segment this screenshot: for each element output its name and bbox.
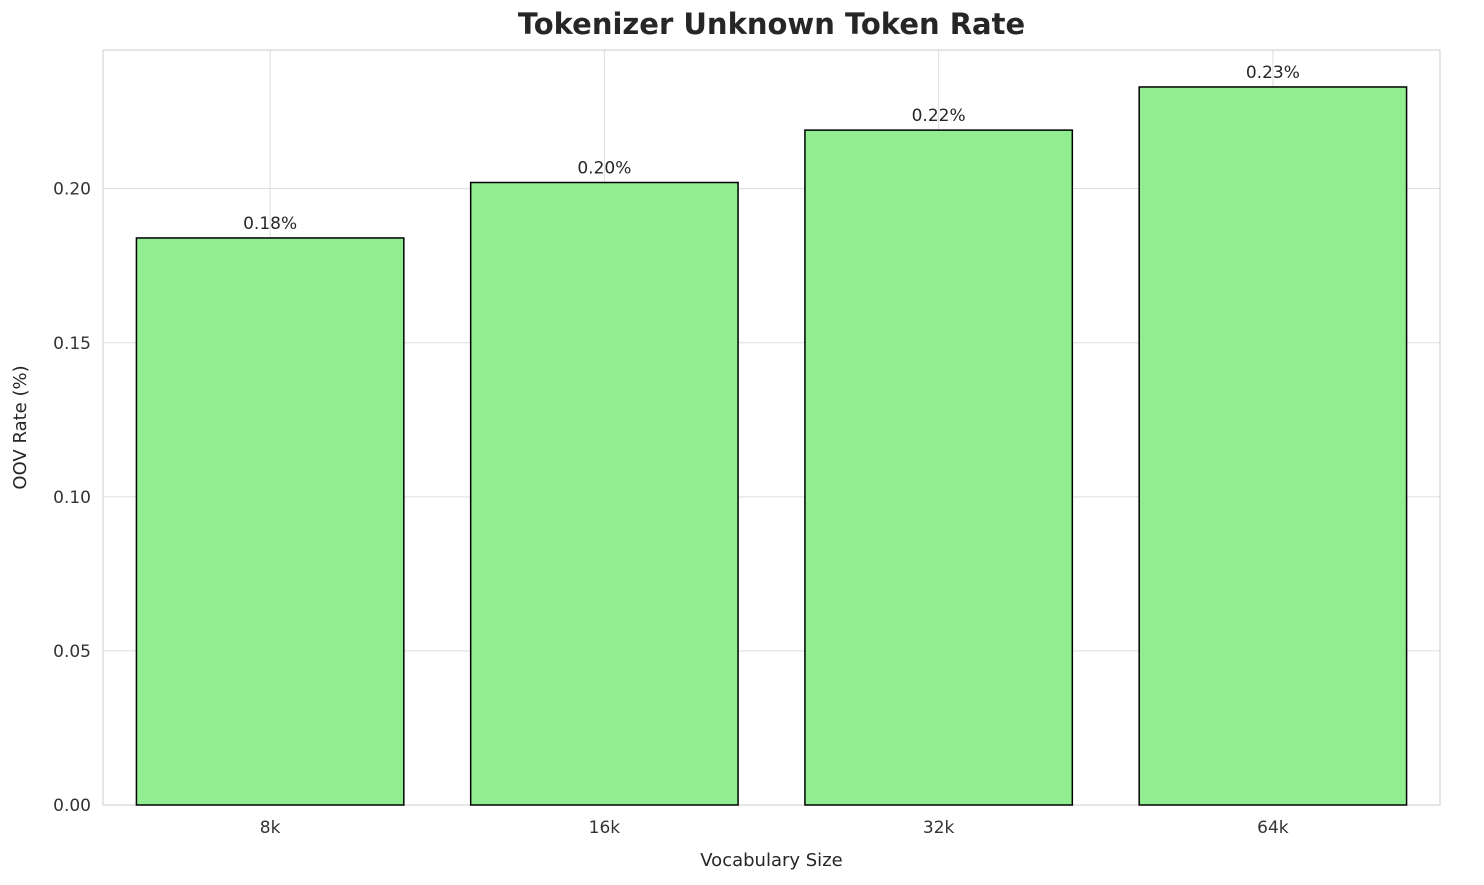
bar (804, 129, 1074, 806)
bar-value-label: 0.22% (912, 106, 966, 126)
y-tick-label: 0.10 (53, 488, 91, 508)
x-tick-label: 64k (1257, 818, 1289, 838)
y-axis-label: OOV Rate (%) (10, 365, 31, 489)
chart-title: Tokenizer Unknown Token Rate (518, 7, 1025, 41)
y-tick-label: 0.05 (53, 642, 91, 662)
bar-value-label: 0.20% (577, 159, 631, 179)
x-tick-label: 32k (923, 818, 955, 838)
bar-value-label: 0.18% (243, 214, 297, 234)
bar-value-label: 0.23% (1246, 63, 1300, 83)
bar (135, 237, 405, 806)
bar (469, 181, 739, 806)
y-tick-label: 0.15 (53, 334, 91, 354)
y-tick-label: 0.20 (53, 180, 91, 200)
x-tick-label: 8k (260, 818, 281, 838)
x-tick-label: 16k (589, 818, 621, 838)
bar-layer (135, 86, 1408, 806)
y-tick-label: 0.00 (53, 796, 91, 816)
plot-border (102, 49, 1441, 806)
bar (1138, 86, 1408, 806)
label-layer: 0.00 0.05 0.10 0.15 0.20 8k 16k 32k 64k 0.18% 0.20… (53, 63, 1300, 838)
x-axis-label: Vocabulary Size (700, 850, 842, 871)
plot-area-border (102, 49, 1441, 806)
